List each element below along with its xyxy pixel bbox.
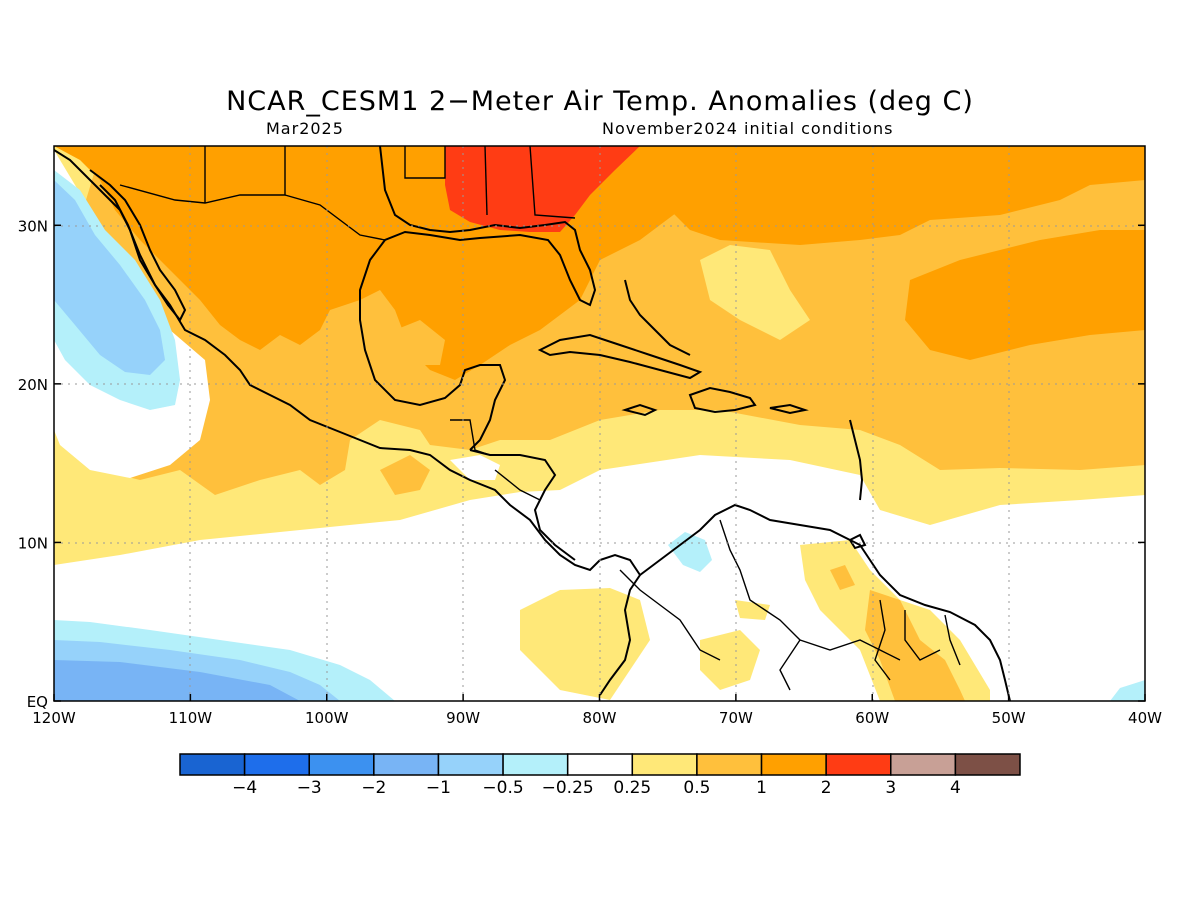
colorbar-swatch	[631, 753, 698, 776]
colorbar-swatch	[954, 753, 1021, 776]
colorbar-label: 2	[821, 778, 832, 798]
colorbar-label: −4	[232, 778, 257, 798]
colorbar-label: 0.5	[683, 778, 710, 798]
colorbar-swatch	[890, 753, 957, 776]
colorbar-swatch	[825, 753, 892, 776]
colorbar-swatch	[243, 753, 310, 776]
lon-tick-label: 110W	[169, 709, 213, 727]
colorbar-swatch	[308, 753, 375, 776]
colorbar-swatch	[696, 753, 763, 776]
colorbar: −4 −3 −2 −1 −0.5 −0.25 0.25 0.5 1 2 3 4	[179, 753, 1021, 798]
lat-tick-label: 30N	[18, 217, 48, 235]
coastlines	[54, 146, 1011, 701]
colorbar-swatch	[437, 753, 504, 776]
map-title: NCAR_CESM1 2−Meter Air Temp. Anomalies (…	[226, 86, 974, 117]
colorbar-label: −0.25	[542, 778, 594, 798]
lon-tick-label: 50W	[992, 709, 1026, 727]
lat-tick-label: 10N	[18, 534, 48, 552]
colorbar-label: −0.5	[482, 778, 523, 798]
colorbar-swatch	[760, 753, 827, 776]
colorbar-label: 3	[885, 778, 896, 798]
lon-tick-label: 90W	[446, 709, 480, 727]
forecast-month: Mar2025	[266, 119, 344, 138]
lon-tick-label: 60W	[855, 709, 889, 727]
colorbar-label: 1	[756, 778, 767, 798]
longitude-axis: 120W 110W 100W 90W 80W 70W 60W 50W 40W	[32, 694, 1162, 727]
colorbar-label: −1	[426, 778, 451, 798]
lon-tick-label: 100W	[305, 709, 349, 727]
colorbar-swatch	[373, 753, 440, 776]
political-borders	[119, 146, 961, 691]
anomaly-field	[54, 146, 1145, 701]
lon-tick-label: 70W	[719, 709, 753, 727]
lon-tick-label: 80W	[583, 709, 617, 727]
colorbar-swatch	[502, 753, 569, 776]
colorbar-label: −3	[297, 778, 322, 798]
lat-tick-label: EQ	[27, 693, 48, 711]
colorbar-label: 0.25	[613, 778, 651, 798]
colorbar-swatch	[566, 753, 634, 776]
lon-tick-label: 40W	[1128, 709, 1162, 727]
colorbar-swatch	[179, 753, 246, 776]
lon-tick-label: 120W	[32, 709, 76, 727]
lat-tick-label: 20N	[18, 376, 48, 394]
colorbar-label: 4	[950, 778, 961, 798]
latitude-axis: EQ 10N 20N 30N	[18, 217, 1145, 711]
colorbar-label: −2	[361, 778, 386, 798]
grid-lines	[54, 146, 1145, 701]
initial-conditions: November2024 initial conditions	[602, 119, 894, 138]
